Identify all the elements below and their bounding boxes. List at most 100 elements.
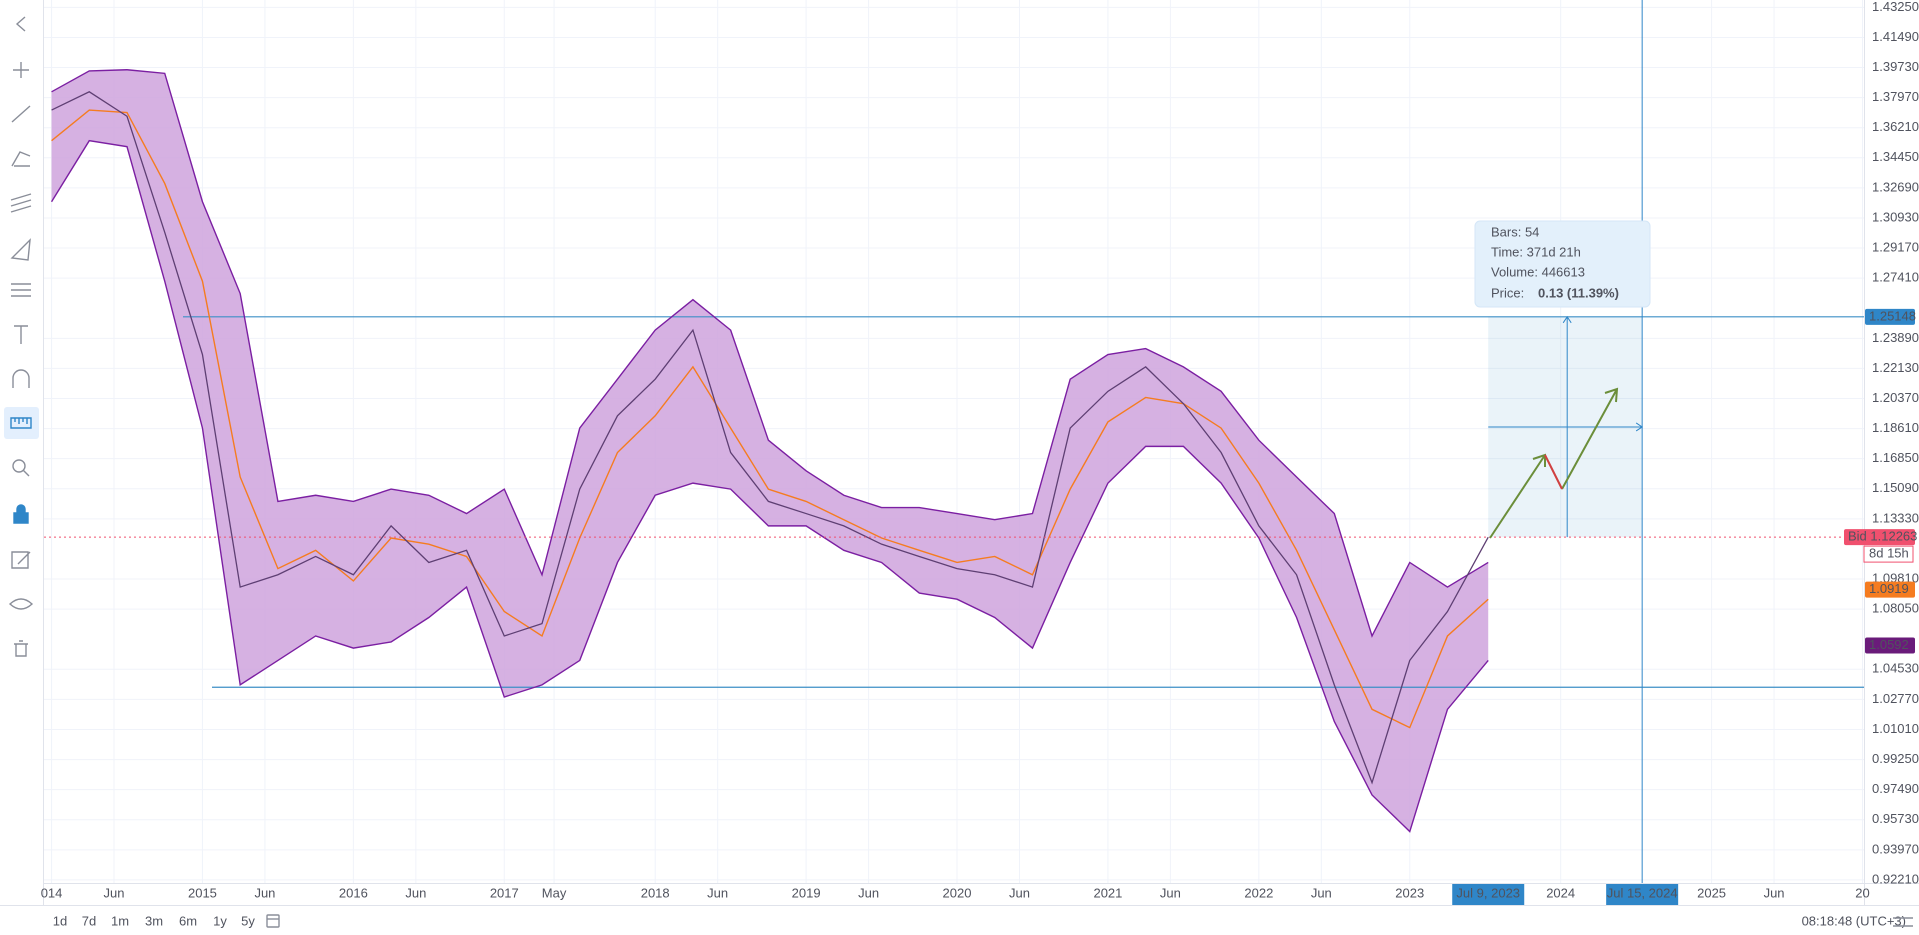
zoom-icon[interactable] (12, 459, 26, 473)
trendline-icon[interactable] (11, 105, 31, 123)
time-tick-label: 2021 (1093, 885, 1122, 900)
active-tool-bg (4, 407, 39, 439)
time-tick-label: Jun (1764, 885, 1785, 900)
bid-countdown: 8d 15h (1869, 546, 1909, 561)
drawing-toolbar (0, 0, 44, 905)
time-tick-label: Jun (1009, 885, 1030, 900)
axes: 1.43250 1.41490 1.39730 1.37970 1.36210 1.344… (41, 0, 1919, 905)
lock-icon[interactable] (13, 504, 29, 524)
price-tick-label: 1.30930 (1872, 209, 1919, 224)
interval-button[interactable]: 6m (179, 913, 197, 928)
price-tick-label: 1.32690 (1872, 179, 1919, 194)
price-tick-label: 0.95730 (1872, 811, 1919, 826)
interval-button[interactable]: 3m (145, 913, 163, 928)
interval-button[interactable]: 7d (82, 913, 96, 928)
time-tick-label: May (542, 885, 567, 900)
time-tick-label: 2022 (1244, 885, 1273, 900)
text-icon[interactable] (14, 325, 28, 344)
time-tick-label: 2015 (188, 885, 217, 900)
price-tick-label: 1.18610 (1872, 420, 1919, 435)
time-badge (1606, 884, 1679, 905)
time-tick-label: Jun (858, 885, 879, 900)
zoom-icon-handle (22, 469, 30, 477)
price-tick-label: 1.37970 (1872, 89, 1919, 104)
interval-button[interactable]: 5y (241, 913, 255, 928)
tooltip-volume: Volume: 446613 (1491, 264, 1585, 279)
series-line (50, 139, 1489, 833)
price-tick-label: 0.97490 (1872, 781, 1919, 796)
price-tick-label: 1.29170 (1872, 239, 1919, 254)
time-tick-label: 014 (41, 885, 63, 900)
magnet-icon[interactable] (12, 369, 30, 388)
settings-icon[interactable] (1893, 917, 1913, 927)
projection-arrow (1489, 387, 1619, 539)
collapse-icon[interactable] (15, 16, 26, 32)
time-tick-label: 2017 (490, 885, 519, 900)
price-tick-label: 1.13330 (1872, 510, 1919, 525)
price-tick-label: 1.34450 (1872, 149, 1919, 164)
price-tick-label: 1.02770 (1872, 691, 1919, 706)
trash-icon[interactable] (14, 640, 28, 657)
time-tick-label: 20 (1855, 885, 1869, 900)
eye-icon[interactable] (8, 598, 34, 610)
overlay: Bars: 54 Time: 371d 21h Volume: 446613 Pric… (44, 0, 1864, 883)
price-tick-label: 1.23890 (1872, 330, 1919, 345)
series-line (51, 109, 1489, 729)
price-tick-label: 1.22130 (1872, 360, 1919, 375)
tooltip-time: Time: 371d 21h (1491, 244, 1581, 259)
tooltip-price: 0.13 (11.39%) (1538, 285, 1619, 300)
time-badge-label: Jul 9, 2023 (1456, 885, 1520, 900)
crosshair-icon[interactable] (13, 62, 29, 78)
fib-icon[interactable] (10, 193, 32, 213)
time-tick-label: Jun (254, 885, 275, 900)
price-badge-label: 1.0919 (1869, 581, 1909, 596)
time-badge (1452, 884, 1525, 905)
time-tick-label: Jun (104, 885, 125, 900)
price-badge-label: Bid 1.12263 (1848, 529, 1917, 544)
projection-pullback (1544, 454, 1563, 490)
price-badge-label: 1.0592 (1869, 637, 1909, 652)
price-tick-label: 1.15090 (1872, 480, 1919, 495)
time-tick-label: Jun (405, 885, 426, 900)
time-tick-label: Jun (707, 885, 728, 900)
price-tick-label: 1.04530 (1872, 661, 1919, 676)
pattern-icon[interactable] (10, 238, 31, 261)
price-tick-label: 1.39730 (1872, 59, 1919, 74)
series-line (51, 91, 1489, 785)
countdown-badge (1863, 545, 1914, 563)
time-tick-label: 2018 (641, 885, 670, 900)
interval-button[interactable]: 1m (111, 913, 129, 928)
prediction-icon[interactable] (11, 283, 31, 297)
interval-button[interactable]: 1y (213, 913, 227, 928)
price-tick-label: 1.43250 (1872, 0, 1919, 14)
series-line (51, 69, 1489, 638)
price-tick-label: 1.36210 (1872, 119, 1919, 134)
price-tick-label: 0.93970 (1872, 841, 1919, 856)
band-fill (51, 69, 1489, 832)
time-tick-label: Jun (1311, 885, 1332, 900)
price-tick-label: 1.41490 (1872, 29, 1919, 44)
price-badge-label: 1.25148 (1869, 308, 1916, 323)
plot-area (50, 69, 1864, 833)
bottom-toolbar: 08:18:48 (UTC+3) 1d 7d 1m 3m 6m 1y 5y (53, 913, 1913, 928)
ruler-icon[interactable] (10, 417, 32, 429)
time-tick-label: 2025 (1697, 885, 1726, 900)
price-tick-label: 0.92210 (1872, 871, 1919, 886)
price-badge (1865, 308, 1915, 325)
toolbar-bg (0, 0, 43, 905)
time-tick-label: 2024 (1546, 885, 1575, 900)
price-tick-label: 1.01010 (1872, 721, 1919, 736)
price-badge (1865, 637, 1915, 654)
measure-tooltip (1474, 220, 1651, 308)
interval-button[interactable]: 1d (53, 913, 67, 928)
edit-icon[interactable] (11, 551, 31, 569)
calendar-icon[interactable] (266, 914, 280, 928)
brush-icon[interactable] (11, 151, 31, 167)
price-tick-label: 1.16850 (1872, 450, 1919, 465)
price-tick-label: 1.20370 (1872, 390, 1919, 405)
price-badge (1844, 529, 1915, 546)
time-tick-label: Jun (1160, 885, 1181, 900)
price-tick-label: 0.99250 (1872, 751, 1919, 766)
